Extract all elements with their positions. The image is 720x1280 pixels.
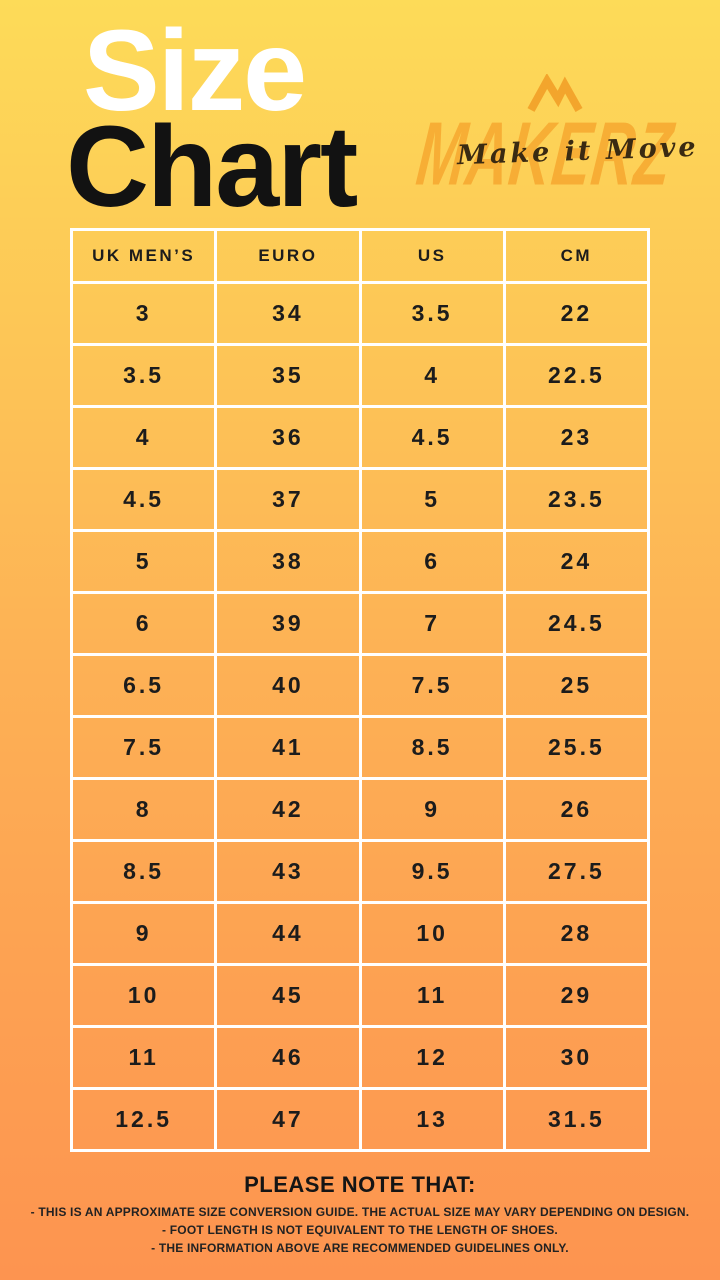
table-cell: 39: [214, 591, 362, 656]
column-header: UK MEN’S: [69, 228, 218, 284]
table-cell: 26: [502, 777, 651, 842]
table-cell: 4: [358, 343, 506, 408]
table-cell: 28: [502, 901, 651, 966]
table-cell: 10: [358, 901, 506, 966]
table-row: 12.5 47 13 31.5: [69, 1087, 651, 1152]
table-cell: 22: [502, 281, 651, 346]
table-cell: 8.5: [358, 715, 506, 780]
table-cell: 8.5: [69, 839, 218, 904]
table-cell: 24.5: [502, 591, 651, 656]
table-cell: 25.5: [502, 715, 651, 780]
table-cell: 34: [214, 281, 362, 346]
footer-title: PLEASE NOTE THAT:: [244, 1172, 476, 1197]
table-row: 6.5 40 7.5 25: [69, 653, 651, 718]
table-cell: 7.5: [358, 653, 506, 718]
table-cell: 6: [358, 529, 506, 594]
column-header: US: [358, 228, 506, 284]
table-cell: 44: [214, 901, 362, 966]
table-cell: 36: [214, 405, 362, 470]
table-row: 10 45 11 29: [69, 963, 651, 1028]
table-cell: 23.5: [502, 467, 651, 532]
table-cell: 35: [214, 343, 362, 408]
page-title-size: Size: [83, 7, 307, 135]
table-cell: 3: [69, 281, 218, 346]
table-cell: 22.5: [502, 343, 651, 408]
table-cell: 38: [214, 529, 362, 594]
table-cell: 40: [214, 653, 362, 718]
table-row: 3.5 35 4 22.5: [69, 343, 651, 408]
table-cell: 11: [69, 1025, 218, 1090]
table-cell: 3.5: [358, 281, 506, 346]
table-cell: 45: [214, 963, 362, 1028]
page-title-chart: Chart: [66, 103, 358, 231]
table-row: 4.5 37 5 23.5: [69, 467, 651, 532]
mountain-m-icon: [527, 74, 583, 112]
brand-logo: MAKERZ Make it Move: [412, 70, 705, 210]
table-cell: 46: [214, 1025, 362, 1090]
table-header-row: UK MEN’S EURO US CM: [69, 228, 651, 284]
table-cell: 5: [69, 529, 218, 594]
table-cell: 12: [358, 1025, 506, 1090]
table-cell: 8: [69, 777, 218, 842]
table-cell: 24: [502, 529, 651, 594]
table-row: 8.5 43 9.5 27.5: [69, 839, 651, 904]
table-cell: 3.5: [69, 343, 218, 408]
table-cell: 5: [358, 467, 506, 532]
table-row: 5 38 6 24: [69, 529, 651, 594]
table-cell: 12.5: [69, 1087, 218, 1152]
column-header: CM: [502, 228, 651, 284]
table-cell: 4.5: [69, 467, 218, 532]
table-cell: 6: [69, 591, 218, 656]
size-conversion-table: UK MEN’S EURO US CM 3 34 3.5 22 3.5 35 4 22.5 4 36 4.…: [69, 228, 651, 1152]
table-row: 4 36 4.5 23: [69, 405, 651, 470]
table-cell: 42: [214, 777, 362, 842]
table-cell: 23: [502, 405, 651, 470]
table-cell: 29: [502, 963, 651, 1028]
table-cell: 9: [69, 901, 218, 966]
footer-note-line: - THE INFORMATION ABOVE ARE RECOMMENDED …: [151, 1241, 569, 1255]
table-cell: 13: [358, 1087, 506, 1152]
table-cell: 27.5: [502, 839, 651, 904]
table-cell: 9: [358, 777, 506, 842]
table-cell: 25: [502, 653, 651, 718]
table-row: 8 42 9 26: [69, 777, 651, 842]
table-cell: 9.5: [358, 839, 506, 904]
table-row: 3 34 3.5 22: [69, 281, 651, 346]
table-cell: 30: [502, 1025, 651, 1090]
table-cell: 4: [69, 405, 218, 470]
table-cell: 41: [214, 715, 362, 780]
table-row: 11 46 12 30: [69, 1025, 651, 1090]
table-cell: 11: [358, 963, 506, 1028]
table-cell: 6.5: [69, 653, 218, 718]
table-row: 9 44 10 28: [69, 901, 651, 966]
table-cell: 7.5: [69, 715, 218, 780]
footer-note-line: - THIS IS AN APPROXIMATE SIZE CONVERSION…: [30, 1205, 690, 1219]
footer-notes: PLEASE NOTE THAT: - THIS IS AN APPROXIMA…: [0, 1172, 720, 1257]
footer-note-line: - FOOT LENGTH IS NOT EQUIVALENT TO THE L…: [162, 1223, 558, 1237]
table-cell: 7: [358, 591, 506, 656]
table-cell: 10: [69, 963, 218, 1028]
table-row: 6 39 7 24.5: [69, 591, 651, 656]
table-cell: 31.5: [502, 1087, 651, 1152]
table-cell: 47: [214, 1087, 362, 1152]
table-cell: 37: [214, 467, 362, 532]
table-row: 7.5 41 8.5 25.5: [69, 715, 651, 780]
table-cell: 4.5: [358, 405, 506, 470]
column-header: EURO: [214, 228, 362, 284]
table-cell: 43: [214, 839, 362, 904]
